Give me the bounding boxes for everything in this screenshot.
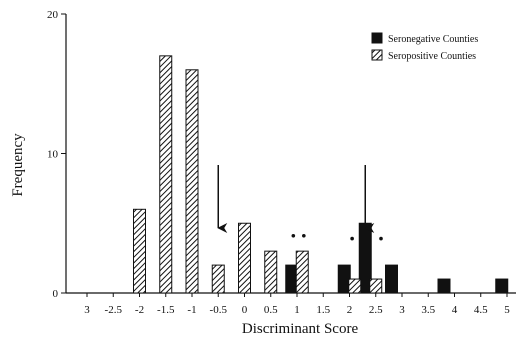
seropositive-bar [264, 250, 278, 294]
seronegative-bar [385, 264, 398, 294]
y-axis-title: Frequency [10, 133, 26, 197]
dot-markers [291, 234, 383, 241]
dot-marker [350, 236, 354, 241]
legend-label: Seropositive Counties [388, 51, 476, 62]
x-tick-label: 4.5 [474, 304, 488, 316]
x-tick-label: 1 [294, 304, 300, 316]
x-tick-label: 3.5 [421, 304, 435, 316]
y-tick-label: 0 [53, 288, 59, 300]
y-tick-label: 10 [47, 149, 59, 161]
seropositive-bar [211, 264, 225, 294]
x-tick-label: 0 [242, 304, 248, 316]
seropositive-bar [133, 208, 146, 294]
seropositive-bar [348, 278, 362, 294]
seropositive-bar [369, 278, 383, 294]
x-tick-label: 1.5 [316, 304, 330, 316]
x-tick-label: 3 [399, 304, 405, 316]
x-tick-label: -1.5 [157, 304, 175, 316]
x-tick-label: 2 [347, 304, 353, 316]
legend-label: Seronegative Counties [388, 34, 478, 45]
x-ticks: 3 -2.5 -2 -1.5 -1 -0.5 0 0.5 1 1.5 2 2.5 3 3.5 4 4.5 5 [84, 293, 510, 316]
x-tick-label: -1 [187, 304, 196, 316]
legend-swatch [371, 49, 383, 61]
x-tick-label: 2.5 [369, 304, 383, 316]
x-tick-label: 0.5 [264, 304, 278, 316]
dot-marker [379, 236, 383, 241]
x-tick-label: -2.5 [105, 304, 123, 316]
bars [133, 55, 509, 294]
y-tick-label: 20 [47, 9, 59, 21]
legend-swatch [371, 32, 383, 44]
x-tick-label: -0.5 [210, 304, 228, 316]
seropositive-bar [159, 55, 173, 294]
x-tick-label: 5 [504, 304, 510, 316]
plot-area: 0 10 20 3 -2.5 -2 -1.5 -1 -0.5 0 0.5 1 1.5 2 2.5 3 3.5 4… [47, 9, 516, 316]
arrows [217, 165, 375, 233]
dot-marker [302, 234, 306, 238]
x-tick-label: -2 [135, 304, 144, 316]
x-axis-title: Discriminant Score [242, 321, 359, 337]
seropositive-bar [185, 69, 199, 294]
seronegative-bar [495, 278, 509, 294]
dot-marker [291, 234, 296, 238]
seropositive-bar [295, 250, 309, 294]
y-ticks: 0 10 20 [47, 9, 66, 300]
x-tick-label: 4 [452, 304, 458, 316]
seropositive-bar [238, 222, 251, 294]
legend: Seronegative Counties Seropositive Counti… [371, 32, 478, 62]
x-tick-label: 3 [84, 304, 90, 316]
seronegative-bar [437, 278, 451, 294]
